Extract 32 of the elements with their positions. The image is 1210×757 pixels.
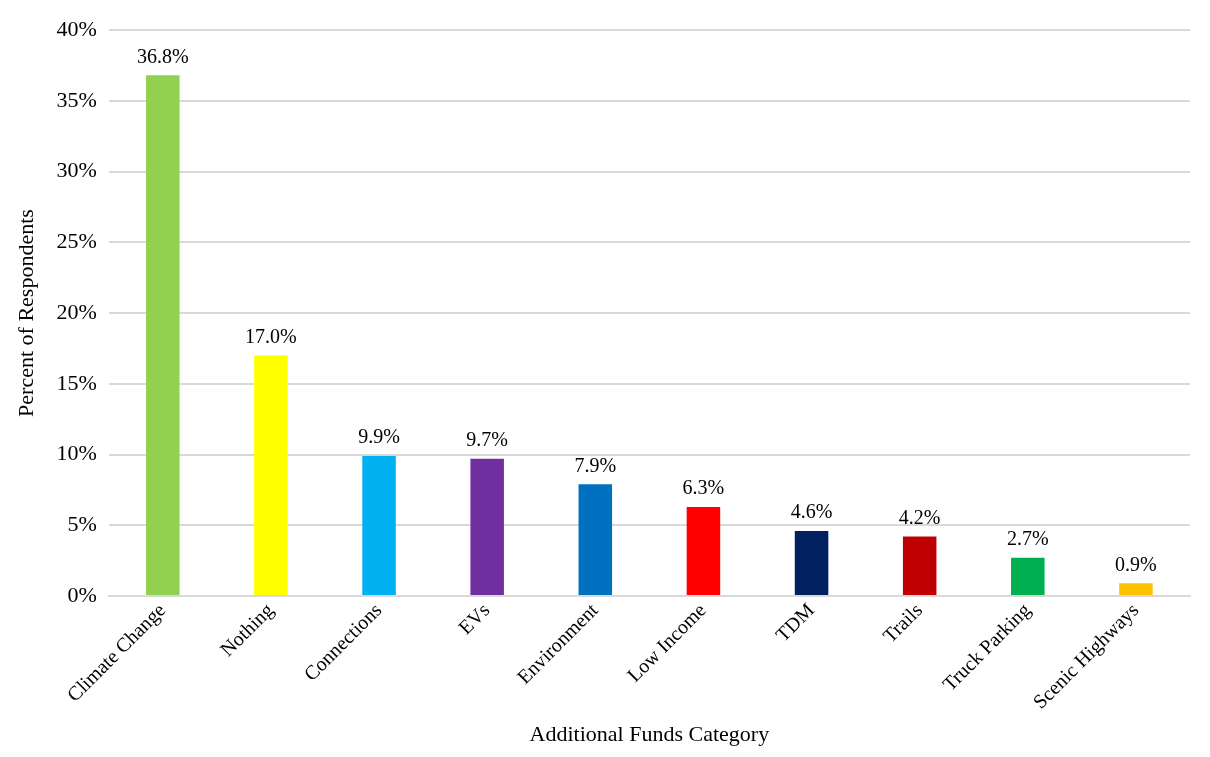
bar xyxy=(362,455,396,596)
data-label: 9.9% xyxy=(358,425,400,448)
x-tick-label: EVs xyxy=(453,598,494,639)
y-tick-label: 25% xyxy=(56,228,97,254)
data-label: 17.0% xyxy=(245,324,297,347)
bar xyxy=(686,506,721,596)
y-tick-label: 40% xyxy=(56,15,97,41)
y-tick-label: 20% xyxy=(56,298,97,324)
bar xyxy=(254,355,288,596)
bar xyxy=(902,536,937,596)
x-axis-title: Additional Funds Category xyxy=(529,720,770,746)
bar xyxy=(1011,557,1045,596)
data-label: 0.9% xyxy=(1115,552,1157,575)
bar xyxy=(578,484,613,596)
data-label: 9.7% xyxy=(466,428,509,451)
y-tick-label: 15% xyxy=(56,369,97,395)
data-label: 4.6% xyxy=(790,500,833,523)
bar xyxy=(146,75,180,596)
y-tick-label: 10% xyxy=(56,440,97,466)
bar xyxy=(470,458,504,596)
data-label: 6.3% xyxy=(682,476,725,499)
y-tick-label: 30% xyxy=(56,157,97,183)
data-label: 36.8% xyxy=(136,44,189,67)
y-axis-title: Percent of Respondents xyxy=(12,209,38,417)
y-tick-label: 5% xyxy=(67,511,97,537)
data-label: 4.2% xyxy=(898,505,941,528)
data-label: 2.7% xyxy=(1006,527,1049,550)
data-label: 7.9% xyxy=(574,453,617,476)
bar xyxy=(794,530,829,596)
y-tick-label: 35% xyxy=(56,86,97,112)
y-tick-label: 0% xyxy=(67,581,97,607)
bar xyxy=(1119,583,1153,596)
